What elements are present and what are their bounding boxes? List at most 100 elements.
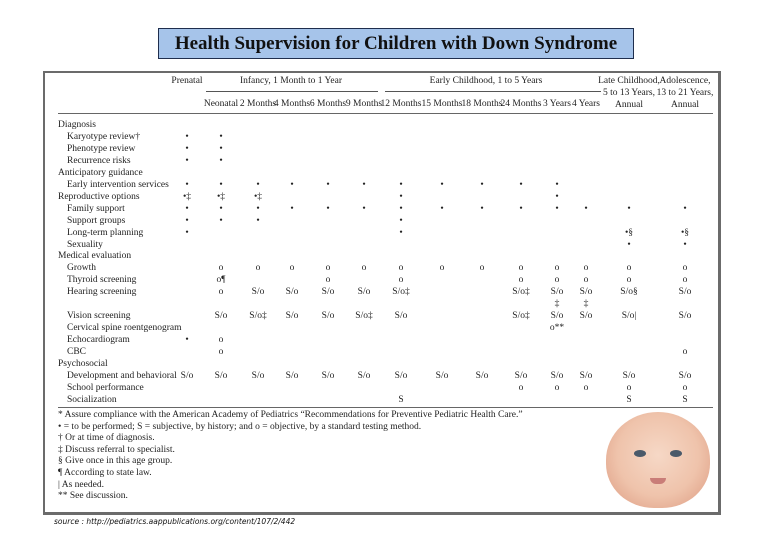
row-label: Sexuality bbox=[67, 239, 103, 250]
column-header: 24 Months bbox=[500, 99, 542, 109]
page-title: Health Supervision for Children with Dow… bbox=[158, 28, 634, 59]
row-label: Growth bbox=[67, 263, 97, 274]
section-label: Diagnosis bbox=[58, 120, 96, 130]
table-cell: •‡ bbox=[253, 191, 263, 202]
baby-mouth bbox=[650, 478, 666, 484]
table-cell: • bbox=[185, 335, 189, 346]
table-cell: • bbox=[326, 179, 330, 190]
table-cell: • bbox=[683, 203, 687, 214]
row-label: Vision screening bbox=[67, 311, 131, 322]
table-cell: •‡ bbox=[216, 191, 226, 202]
footnote: ‡ Discuss referral to specialist. bbox=[58, 444, 175, 455]
row-label: Development and behavioral bbox=[67, 370, 177, 381]
table-cell: o¶ bbox=[216, 275, 226, 286]
column-header: 18 Months bbox=[461, 99, 503, 109]
section-label: Medical evaluation bbox=[58, 251, 132, 262]
table-cell: S/o bbox=[251, 370, 265, 381]
section-label: Reproductive options bbox=[58, 191, 140, 202]
table-cell: • bbox=[219, 143, 223, 154]
table-cell: S/o bbox=[321, 370, 335, 381]
row-label: Phenotype review bbox=[67, 143, 136, 154]
column-header: Neonatal bbox=[203, 99, 239, 109]
table-cell: •§ bbox=[624, 227, 634, 238]
table-cell: • bbox=[185, 179, 189, 190]
table-cell: • bbox=[584, 203, 588, 214]
footnote: ** See discussion. bbox=[58, 491, 128, 502]
column-header: 4 Years bbox=[572, 99, 600, 109]
table-cell: • bbox=[290, 203, 294, 214]
table-cell: • bbox=[399, 227, 403, 238]
table-cell: • bbox=[627, 203, 631, 214]
table-cell: • bbox=[399, 215, 403, 226]
table-cell: S/o bbox=[579, 311, 593, 322]
table-cell: o bbox=[218, 263, 224, 274]
table-cell: S/o bbox=[394, 370, 408, 381]
table-cell: o** bbox=[549, 323, 565, 334]
row-label: Karyotype review† bbox=[67, 131, 141, 142]
table-cell: • bbox=[519, 203, 523, 214]
table-cell: o bbox=[479, 263, 485, 274]
table-cell: o bbox=[289, 263, 295, 274]
table-cell: • bbox=[219, 131, 223, 142]
table-cell: o bbox=[218, 335, 224, 346]
table-cell: o bbox=[218, 347, 224, 358]
header-prenatal: Prenatal bbox=[171, 76, 203, 86]
header-late-3: Annual bbox=[615, 100, 643, 110]
table-cell: o bbox=[583, 382, 589, 393]
table-cell: o bbox=[626, 263, 632, 274]
table-cell: • bbox=[440, 203, 444, 214]
footnote: § Give once in this age group. bbox=[58, 456, 173, 467]
table-cell: S/o§ bbox=[620, 287, 638, 298]
table-cell: • bbox=[256, 179, 260, 190]
table-cell: • bbox=[362, 203, 366, 214]
table-cell: o bbox=[255, 263, 261, 274]
row-label: CBC bbox=[67, 347, 87, 358]
column-header: 2 Months bbox=[239, 99, 277, 109]
table-cell: •‡ bbox=[182, 191, 192, 202]
table-cell: • bbox=[185, 227, 189, 238]
table-cell: S/o bbox=[357, 370, 371, 381]
table-cell: S/o bbox=[321, 311, 335, 322]
table-cell: • bbox=[185, 203, 189, 214]
header-adol-1: Adolescence, bbox=[659, 76, 711, 86]
table-cell: o bbox=[325, 275, 331, 286]
table-cell: S/o bbox=[321, 287, 335, 298]
table-cell: S/o bbox=[579, 287, 593, 298]
table-cell: • bbox=[326, 203, 330, 214]
header-early-childhood: Early Childhood, 1 to 5 Years bbox=[429, 76, 543, 86]
column-header: 9 Months bbox=[345, 99, 383, 109]
table-cell: S/o‡ bbox=[355, 311, 373, 322]
table-cell: o bbox=[218, 287, 224, 298]
table-cell: o bbox=[439, 263, 445, 274]
table-cell: o bbox=[398, 275, 404, 286]
infancy-rule bbox=[206, 91, 378, 92]
table-cell: S/o‡ bbox=[249, 311, 267, 322]
table-cell: S/o bbox=[435, 370, 449, 381]
header-late-1: Late Childhood, bbox=[598, 76, 660, 86]
row-label: Recurrence risks bbox=[67, 155, 131, 166]
table-cell: S bbox=[398, 394, 404, 405]
table-cell: o bbox=[583, 275, 589, 286]
table-cell: •§ bbox=[680, 227, 690, 238]
table-cell: o bbox=[682, 382, 688, 393]
table-cell: • bbox=[440, 179, 444, 190]
table-cell: • bbox=[219, 179, 223, 190]
table-cell: S/o bbox=[285, 370, 299, 381]
column-header: 6 Months bbox=[309, 99, 347, 109]
table-cell: o bbox=[398, 263, 404, 274]
header-adol-3: Annual bbox=[671, 100, 699, 110]
section-label: Psychosocial bbox=[58, 359, 108, 369]
table-cell: • bbox=[399, 191, 403, 202]
table-cell: S/o bbox=[475, 370, 489, 381]
table-cell: o bbox=[583, 263, 589, 274]
source-citation: source : http://pediatrics.aappublicatio… bbox=[54, 517, 296, 526]
table-cell: S/o bbox=[394, 311, 408, 322]
header-rule bbox=[58, 113, 713, 114]
baby-photo bbox=[606, 412, 710, 508]
table-cell: S/o| bbox=[621, 311, 637, 322]
table-cell: ‡ bbox=[583, 299, 589, 310]
schedule-table-frame bbox=[43, 71, 721, 515]
table-cell: • bbox=[683, 239, 687, 250]
table-cell: S/o‡ bbox=[392, 287, 410, 298]
table-cell: • bbox=[362, 179, 366, 190]
